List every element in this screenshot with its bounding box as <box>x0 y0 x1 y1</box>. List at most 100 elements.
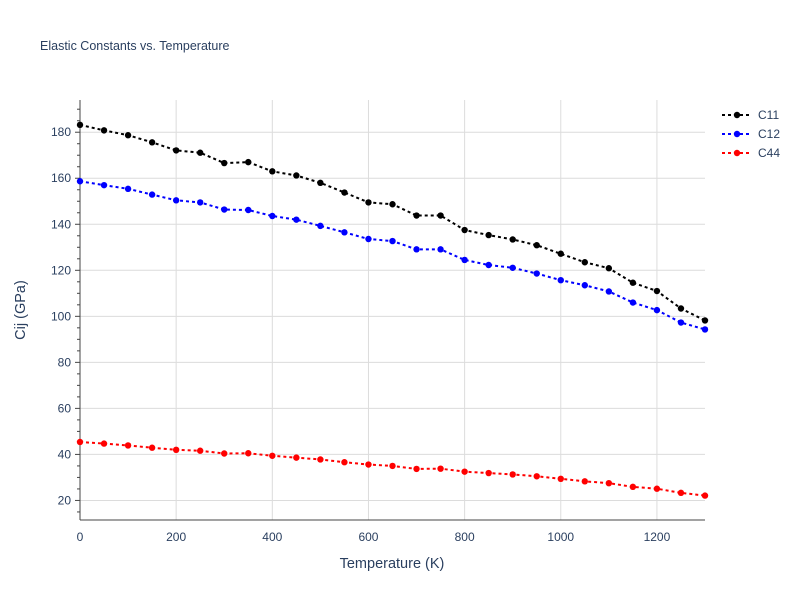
data-point-c12[interactable] <box>148 191 156 198</box>
data-point-c12[interactable] <box>76 178 84 185</box>
data-point-c44[interactable] <box>485 469 492 477</box>
data-point-c44[interactable] <box>269 452 276 459</box>
data-point-c12[interactable] <box>100 181 108 189</box>
data-point-c44[interactable] <box>148 444 156 451</box>
legend-item-c12[interactable]: C12 <box>722 127 780 141</box>
y-tick-label: 160 <box>51 171 71 185</box>
data-point-c12[interactable] <box>461 256 468 264</box>
data-point-c12[interactable] <box>365 235 372 243</box>
data-point-c44[interactable] <box>629 483 637 491</box>
data-point-c44[interactable] <box>557 475 564 483</box>
data-point-c44[interactable] <box>437 465 444 472</box>
data-point-c11[interactable] <box>581 259 589 266</box>
data-point-c44[interactable] <box>389 462 396 470</box>
data-point-c12[interactable] <box>629 299 637 306</box>
data-point-c11[interactable] <box>76 121 84 129</box>
data-point-c11[interactable] <box>365 199 372 206</box>
data-point-c11[interactable] <box>341 189 348 196</box>
data-point-c11[interactable] <box>485 231 492 239</box>
data-point-c12[interactable] <box>485 261 492 269</box>
x-tick-label: 200 <box>166 530 186 544</box>
data-point-c11[interactable] <box>461 226 468 234</box>
data-point-c11[interactable] <box>701 317 709 324</box>
data-point-c11[interactable] <box>677 305 685 312</box>
data-point-c44[interactable] <box>413 465 420 473</box>
y-axis-label: Cij (GPa) <box>13 280 29 340</box>
x-tick-label: 800 <box>455 530 475 544</box>
data-point-c11[interactable] <box>605 265 613 272</box>
data-point-c12[interactable] <box>701 326 709 333</box>
legend-marker <box>733 130 741 138</box>
data-point-c12[interactable] <box>269 212 276 220</box>
data-point-c11[interactable] <box>629 279 637 286</box>
y-tick-label: 60 <box>58 401 72 415</box>
data-point-c44[interactable] <box>365 461 372 468</box>
data-point-c44[interactable] <box>677 489 685 497</box>
data-point-c12[interactable] <box>172 197 180 204</box>
y-tick-label: 180 <box>51 125 71 139</box>
data-point-c44[interactable] <box>533 473 540 480</box>
data-point-c44[interactable] <box>221 450 228 457</box>
data-point-c11[interactable] <box>389 201 396 208</box>
y-tick-label: 100 <box>51 309 71 323</box>
data-point-c11[interactable] <box>221 159 228 167</box>
data-point-c44[interactable] <box>293 454 300 461</box>
legend-item-c11[interactable]: C11 <box>722 108 779 122</box>
legend-item-c44[interactable]: C44 <box>722 146 780 160</box>
data-point-c44[interactable] <box>196 447 204 454</box>
data-point-c12[interactable] <box>389 237 396 245</box>
data-point-c11[interactable] <box>317 179 324 187</box>
data-point-c11[interactable] <box>557 250 564 257</box>
x-tick-label: 1000 <box>547 530 574 544</box>
data-point-c44[interactable] <box>581 478 589 485</box>
data-point-c44[interactable] <box>76 438 84 446</box>
data-point-c44[interactable] <box>653 485 661 492</box>
data-point-c11[interactable] <box>100 127 108 134</box>
data-point-c11[interactable] <box>437 212 444 219</box>
data-point-c12[interactable] <box>221 206 228 213</box>
data-point-c44[interactable] <box>172 446 180 454</box>
data-point-c12[interactable] <box>196 199 204 206</box>
data-point-c12[interactable] <box>533 270 540 277</box>
data-point-c12[interactable] <box>124 185 132 193</box>
data-point-c11[interactable] <box>413 212 420 219</box>
data-point-c11[interactable] <box>245 158 252 166</box>
data-point-c44[interactable] <box>317 456 324 463</box>
y-tick-label: 120 <box>51 263 71 277</box>
data-point-c12[interactable] <box>653 306 661 314</box>
data-point-c12[interactable] <box>245 206 252 214</box>
data-point-c12[interactable] <box>293 216 300 223</box>
data-point-c11[interactable] <box>269 168 276 175</box>
data-point-c12[interactable] <box>677 319 685 326</box>
data-point-c44[interactable] <box>461 468 468 475</box>
data-point-c44[interactable] <box>605 479 613 487</box>
x-axis-label: Temperature (K) <box>340 556 445 572</box>
data-point-c11[interactable] <box>148 139 156 146</box>
data-point-c12[interactable] <box>509 264 516 271</box>
data-point-c11[interactable] <box>293 172 300 179</box>
data-point-c12[interactable] <box>437 246 444 253</box>
data-point-c12[interactable] <box>413 246 420 253</box>
data-point-c11[interactable] <box>196 149 204 156</box>
data-point-c12[interactable] <box>317 222 324 230</box>
data-point-c12[interactable] <box>605 288 613 295</box>
data-point-c44[interactable] <box>509 471 516 478</box>
data-point-c11[interactable] <box>533 242 540 249</box>
data-point-c44[interactable] <box>100 440 108 447</box>
data-point-c11[interactable] <box>172 147 180 154</box>
data-point-c11[interactable] <box>509 236 516 243</box>
y-tick-label: 20 <box>58 493 72 507</box>
data-point-c12[interactable] <box>341 229 348 236</box>
data-point-c44[interactable] <box>124 442 132 449</box>
data-point-c11[interactable] <box>124 132 132 139</box>
data-point-c12[interactable] <box>557 276 564 284</box>
data-point-c44[interactable] <box>701 492 709 499</box>
data-point-c11[interactable] <box>653 287 661 295</box>
data-point-c44[interactable] <box>245 450 252 457</box>
legend-label: C12 <box>758 127 780 141</box>
data-point-c12[interactable] <box>581 282 589 289</box>
legend[interactable]: C11 C12 C44 <box>722 108 780 160</box>
data-point-c44[interactable] <box>341 459 348 466</box>
